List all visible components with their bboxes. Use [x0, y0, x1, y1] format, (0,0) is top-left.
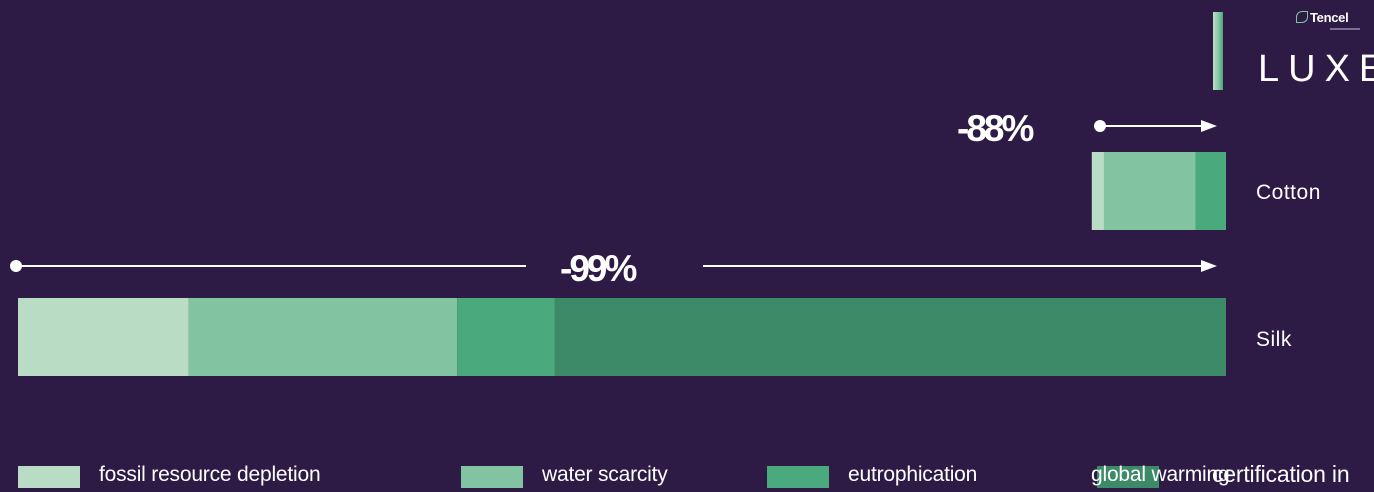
bar-silk-global-warming [554, 298, 1226, 376]
brand-name: LUXE [1258, 48, 1374, 90]
bar-cotton-fossil-resource-depletion [1091, 152, 1104, 230]
brand-tag-text: Tencel [1310, 10, 1349, 25]
category-label-cotton: Cotton [1256, 181, 1321, 204]
legend-label: fossil resource depletion [99, 463, 321, 486]
legend-label: water scarcity [542, 463, 668, 486]
bar-silk-fossil-resource-depletion [18, 298, 189, 376]
bar-silk-eutrophication [457, 298, 555, 376]
legend: fossil resource depletion water scarcity… [0, 460, 1374, 492]
annotation-silk: -99% [560, 248, 636, 289]
brand-tag: Tencel [1296, 10, 1349, 25]
legend-swatch [18, 466, 80, 488]
arrow-cotton-head [1201, 120, 1217, 132]
bar-cotton-water-scarcity [1103, 152, 1196, 230]
brand-subline [1330, 28, 1360, 30]
legend-swatch [767, 466, 829, 488]
brand-bar [1213, 12, 1223, 90]
legend-label: certification in [1212, 461, 1350, 487]
legend-swatch [1097, 466, 1159, 488]
bar-cotton-eutrophication [1195, 152, 1226, 230]
category-label-silk: Silk [1256, 328, 1292, 351]
leaf-icon [1296, 11, 1308, 23]
legend-label: eutrophication [848, 463, 978, 486]
bar-silk-water-scarcity [188, 298, 458, 376]
arrow-silk-head [1201, 260, 1217, 272]
legend-swatch [461, 466, 523, 488]
brand-logo: Tencel LUXE [1208, 8, 1374, 92]
annotation-cotton: -88% [957, 108, 1033, 149]
legend-label: global warming [1091, 463, 1230, 486]
